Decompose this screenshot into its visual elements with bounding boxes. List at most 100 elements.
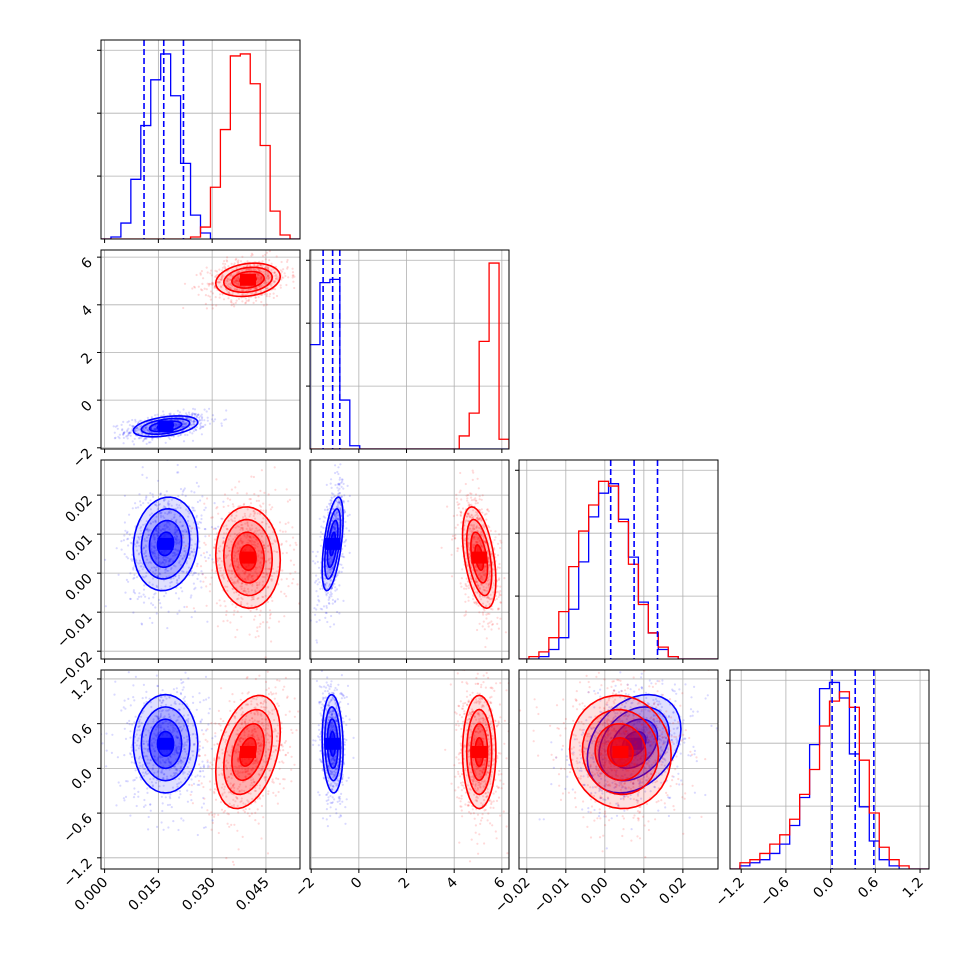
scatter-point-red bbox=[262, 255, 264, 257]
scatter-point-blue bbox=[328, 603, 330, 605]
scatter-point-red bbox=[249, 498, 251, 500]
scatter-point-blue bbox=[183, 489, 185, 491]
scatter-point-blue bbox=[209, 708, 211, 710]
scatter-point-blue bbox=[131, 419, 133, 421]
scatter-point-red bbox=[488, 526, 490, 528]
scatter-point-red bbox=[237, 505, 239, 507]
scatter-point-red bbox=[486, 509, 488, 511]
scatter-point-blue bbox=[176, 691, 178, 693]
scatter-point-blue bbox=[348, 530, 350, 532]
scatter-point-blue bbox=[208, 408, 210, 410]
scatter-point-red bbox=[482, 625, 484, 627]
scatter-panel-1-0 bbox=[83, 240, 314, 457]
scatter-point-red bbox=[456, 514, 458, 516]
scatter-point-blue bbox=[209, 554, 211, 556]
scatter-point-red bbox=[292, 537, 294, 539]
scatter-point-blue bbox=[156, 675, 158, 677]
scatter-point-red bbox=[460, 498, 462, 500]
scatter-point-blue bbox=[317, 551, 319, 553]
scatter-point-blue bbox=[158, 599, 160, 601]
scatter-point-blue bbox=[200, 586, 202, 588]
scatter-point-red bbox=[312, 268, 314, 270]
scatter-point-blue bbox=[337, 489, 339, 491]
scatter-point-blue bbox=[124, 592, 126, 594]
scatter-point-blue bbox=[213, 420, 215, 422]
scatter-point-blue bbox=[196, 482, 198, 484]
scatter-point-blue bbox=[156, 414, 158, 416]
scatter-point-red bbox=[285, 595, 287, 597]
scatter-point-blue bbox=[148, 441, 150, 443]
scatter-point-blue bbox=[338, 584, 340, 586]
density-peak-blue bbox=[325, 538, 341, 550]
scatter-point-blue bbox=[329, 626, 331, 628]
scatter-point-blue bbox=[198, 417, 200, 419]
scatter-point-red bbox=[466, 578, 468, 580]
scatter-point-red bbox=[472, 598, 474, 600]
scatter-point-blue bbox=[203, 509, 205, 511]
scatter-point-blue bbox=[190, 594, 192, 596]
scatter-point-blue bbox=[344, 545, 346, 547]
scatter-point-blue bbox=[152, 496, 154, 498]
scatter-point-red bbox=[208, 283, 210, 285]
scatter-point-blue bbox=[326, 484, 328, 486]
scatter-point-red bbox=[235, 606, 237, 608]
scatter-point-blue bbox=[169, 804, 171, 806]
scatter-point-blue bbox=[332, 603, 334, 605]
scatter-point-red bbox=[472, 472, 474, 474]
scatter-point-blue bbox=[343, 556, 345, 558]
scatter-point-blue bbox=[324, 517, 326, 519]
scatter-point-blue bbox=[341, 555, 343, 557]
scatter-point-blue bbox=[339, 483, 341, 485]
scatter-point-blue bbox=[156, 826, 158, 828]
scatter-point-red bbox=[289, 573, 291, 575]
scatter-point-red bbox=[473, 601, 475, 603]
scatter-point-blue bbox=[204, 409, 206, 411]
scatter-point-red bbox=[293, 549, 295, 551]
scatter-point-red bbox=[240, 260, 242, 262]
scatter-point-red bbox=[295, 542, 297, 544]
scatter-point-blue bbox=[202, 770, 204, 772]
scatter-point-red bbox=[281, 578, 283, 580]
scatter-point-blue bbox=[184, 434, 186, 436]
scatter-point-blue bbox=[197, 774, 199, 776]
scatter-point-red bbox=[282, 268, 284, 270]
scatter-point-red bbox=[273, 297, 275, 299]
scatter-point-red bbox=[285, 531, 287, 533]
scatter-point-blue bbox=[132, 684, 134, 686]
scatter-point-red bbox=[234, 486, 236, 488]
scatter-point-red bbox=[215, 296, 217, 298]
scatter-point-blue bbox=[197, 834, 199, 836]
scatter-point-red bbox=[485, 513, 487, 515]
scatter-point-red bbox=[250, 502, 252, 504]
scatter-point-blue bbox=[209, 423, 211, 425]
scatter-point-blue bbox=[200, 580, 202, 582]
scatter-point-blue bbox=[343, 494, 345, 496]
scatter-point-blue bbox=[333, 623, 335, 625]
scatter-point-red bbox=[215, 478, 217, 480]
scatter-point-blue bbox=[342, 567, 344, 569]
scatter-point-red bbox=[223, 260, 225, 262]
scatter-point-blue bbox=[198, 573, 200, 575]
scatter-point-blue bbox=[147, 502, 149, 504]
scatter-point-blue bbox=[136, 805, 138, 807]
scatter-point-red bbox=[283, 593, 285, 595]
scatter-point-blue bbox=[201, 806, 203, 808]
scatter-point-red bbox=[466, 495, 468, 497]
scatter-point-blue bbox=[120, 540, 122, 542]
scatter-point-blue bbox=[214, 735, 216, 737]
scatter-point-blue bbox=[121, 549, 123, 551]
scatter-point-red bbox=[196, 274, 198, 276]
scatter-point-red bbox=[474, 497, 476, 499]
scatter-point-red bbox=[208, 535, 210, 537]
scatter-point-red bbox=[472, 470, 474, 472]
scatter-point-blue bbox=[313, 607, 315, 609]
scatter-point-red bbox=[250, 610, 252, 612]
scatter-point-red bbox=[265, 656, 267, 658]
scatter-point-blue bbox=[208, 697, 210, 699]
scatter-point-red bbox=[441, 547, 443, 549]
scatter-point-blue bbox=[341, 478, 343, 480]
scatter-point-red bbox=[291, 526, 293, 528]
scatter-point-blue bbox=[169, 796, 171, 798]
scatter-point-red bbox=[267, 601, 269, 603]
scatter-point-red bbox=[205, 560, 207, 562]
